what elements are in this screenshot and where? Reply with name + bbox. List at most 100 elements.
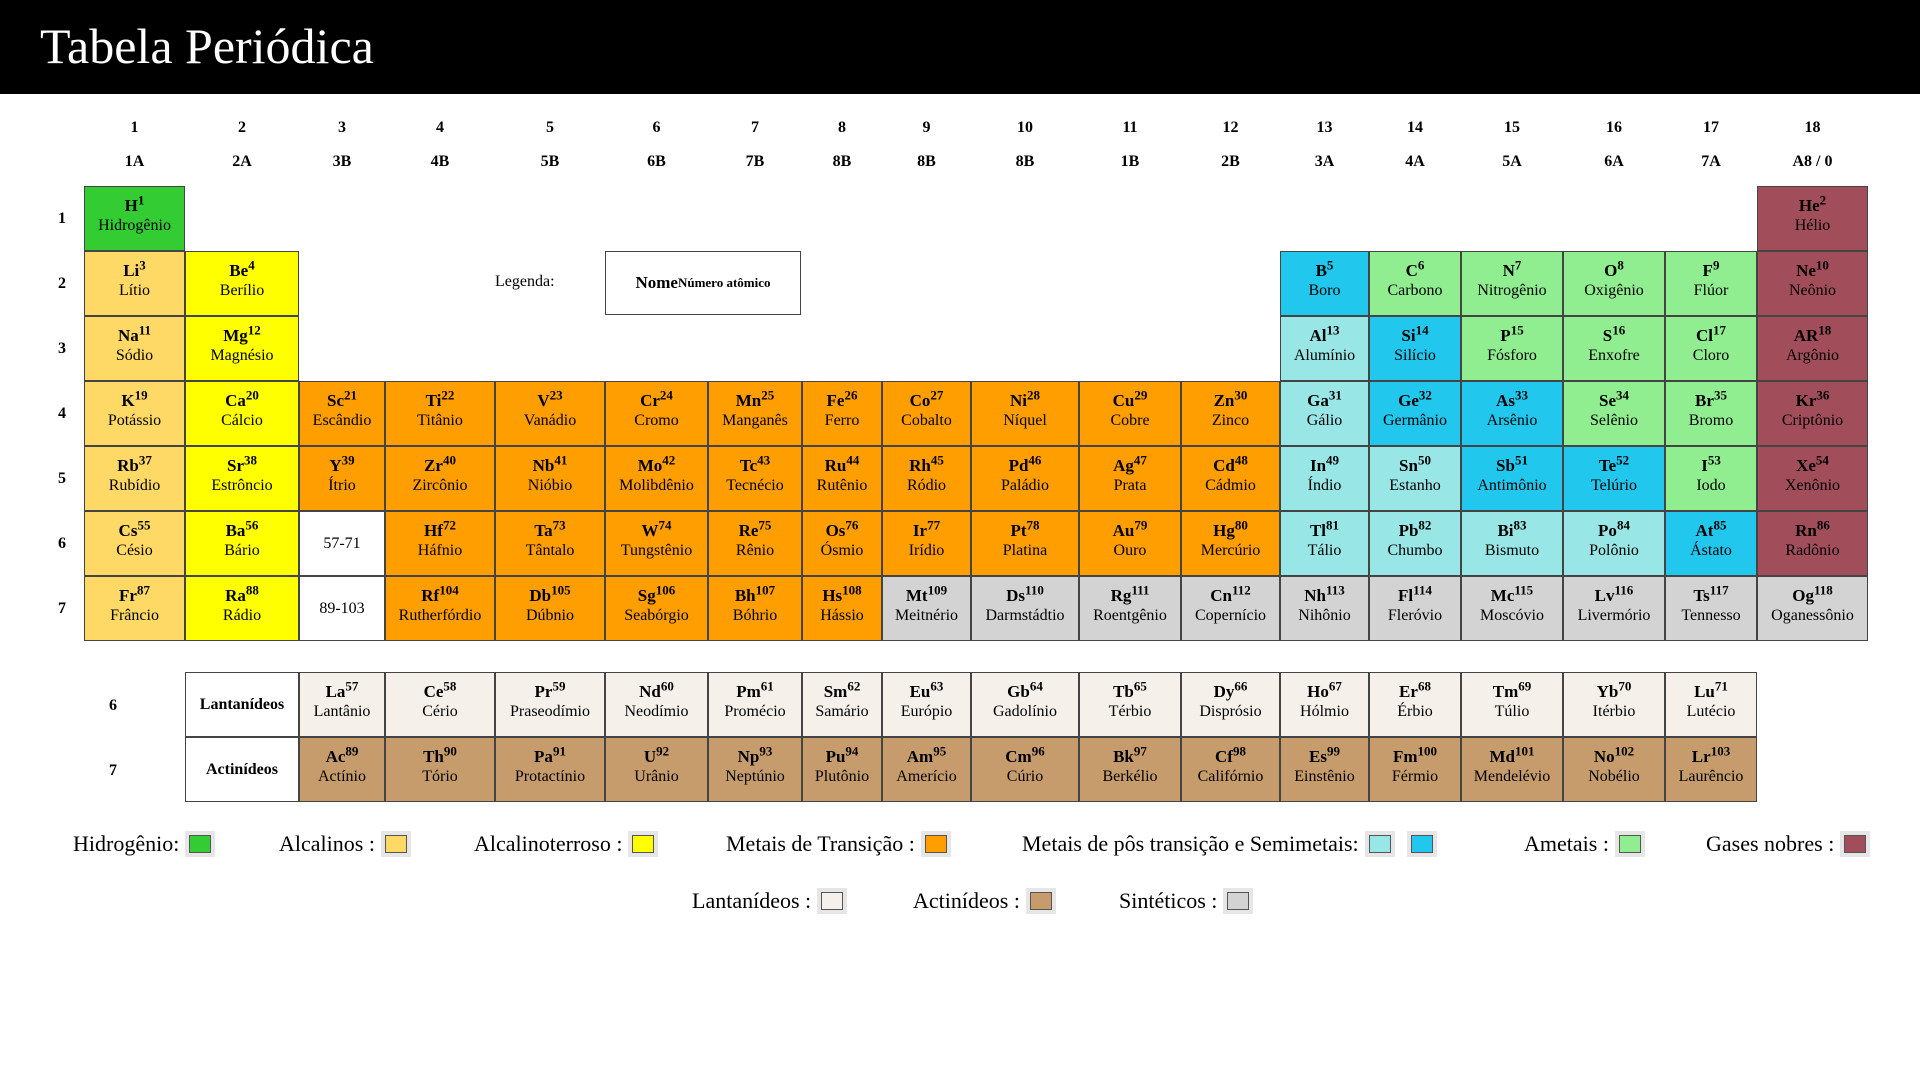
element-ga[interactable]: Ga31 Gálio xyxy=(1280,381,1369,446)
element-as[interactable]: As33 Arsênio xyxy=(1461,381,1563,446)
element-o[interactable]: O8 Oxigênio xyxy=(1563,251,1665,316)
element-na[interactable]: Na11 Sódio xyxy=(84,316,185,381)
element-ag[interactable]: Ag47 Prata xyxy=(1079,446,1181,511)
element-ca[interactable]: Ca20 Cálcio xyxy=(185,381,299,446)
element-rn[interactable]: Rn86 Radônio xyxy=(1757,511,1868,576)
element-ac[interactable]: Ac89 Actínio xyxy=(299,737,385,802)
element-es[interactable]: Es99 Einstênio xyxy=(1280,737,1369,802)
element-h[interactable]: H1 Hidrogênio xyxy=(84,186,185,251)
element-hf[interactable]: Hf72 Háfnio xyxy=(385,511,495,576)
element-re[interactable]: Re75 Rênio xyxy=(708,511,802,576)
element-au[interactable]: Au79 Ouro xyxy=(1079,511,1181,576)
element-c[interactable]: C6 Carbono xyxy=(1369,251,1461,316)
element-ts[interactable]: Ts117 Tennesso xyxy=(1665,576,1757,641)
element-kr[interactable]: Kr36 Criptônio xyxy=(1757,381,1868,446)
element-mt[interactable]: Mt109 Meitnério xyxy=(882,576,971,641)
element-lu[interactable]: Lu71 Lutécio xyxy=(1665,672,1757,737)
element-p[interactable]: P15 Fósforo xyxy=(1461,316,1563,381)
element-si[interactable]: Si14 Silício xyxy=(1369,316,1461,381)
element-cu[interactable]: Cu29 Cobre xyxy=(1079,381,1181,446)
element-np[interactable]: Np93 Neptúnio xyxy=(708,737,802,802)
element-br[interactable]: Br35 Bromo xyxy=(1665,381,1757,446)
element-md[interactable]: Md101 Mendelévio xyxy=(1461,737,1563,802)
element-bk[interactable]: Bk97 Berkélio xyxy=(1079,737,1181,802)
element-tm[interactable]: Tm69 Túlio xyxy=(1461,672,1563,737)
lanthanides-range-cell[interactable]: 57-71 xyxy=(299,511,385,576)
element-ti[interactable]: Ti22 Titânio xyxy=(385,381,495,446)
element-gb[interactable]: Gb64 Gadolínio xyxy=(971,672,1079,737)
element-rg[interactable]: Rg111 Roentgênio xyxy=(1079,576,1181,641)
element-og[interactable]: Og118 Oganessônio xyxy=(1757,576,1868,641)
element-al[interactable]: Al13 Alumínio xyxy=(1280,316,1369,381)
element-ds[interactable]: Ds110 Darmstádtio xyxy=(971,576,1079,641)
element-ru[interactable]: Ru44 Rutênio xyxy=(802,446,882,511)
element-dy[interactable]: Dy66 Disprósio xyxy=(1181,672,1280,737)
element-ta[interactable]: Ta73 Tântalo xyxy=(495,511,605,576)
element-f[interactable]: F9 Flúor xyxy=(1665,251,1757,316)
element-ce[interactable]: Ce58 Cério xyxy=(385,672,495,737)
element-fm[interactable]: Fm100 Férmio xyxy=(1369,737,1461,802)
element-he[interactable]: He2 Hélio xyxy=(1757,186,1868,251)
element-w[interactable]: W74 Tungstênio xyxy=(605,511,708,576)
element-pu[interactable]: Pu94 Plutônio xyxy=(802,737,882,802)
element-cn[interactable]: Cn112 Copernício xyxy=(1181,576,1280,641)
element-tl[interactable]: Tl81 Tálio xyxy=(1280,511,1369,576)
element-mc[interactable]: Mc115 Moscóvio xyxy=(1461,576,1563,641)
element-co[interactable]: Co27 Cobalto xyxy=(882,381,971,446)
element-po[interactable]: Po84 Polônio xyxy=(1563,511,1665,576)
element-ne[interactable]: Ne10 Neônio xyxy=(1757,251,1868,316)
element-cl[interactable]: Cl17 Cloro xyxy=(1665,316,1757,381)
element-fe[interactable]: Fe26 Ferro xyxy=(802,381,882,446)
element-sm[interactable]: Sm62 Samário xyxy=(802,672,882,737)
element-te[interactable]: Te52 Telúrio xyxy=(1563,446,1665,511)
element-cr[interactable]: Cr24 Cromo xyxy=(605,381,708,446)
element-no[interactable]: No102 Nobélio xyxy=(1563,737,1665,802)
element-pt[interactable]: Pt78 Platina xyxy=(971,511,1079,576)
element-ba[interactable]: Ba56 Bário xyxy=(185,511,299,576)
element-se[interactable]: Se34 Selênio xyxy=(1563,381,1665,446)
element-db[interactable]: Db105 Dúbnio xyxy=(495,576,605,641)
element-os[interactable]: Os76 Ósmio xyxy=(802,511,882,576)
element-ni[interactable]: Ni28 Níquel xyxy=(971,381,1079,446)
element-k[interactable]: K19 Potássio xyxy=(84,381,185,446)
element-hg[interactable]: Hg80 Mercúrio xyxy=(1181,511,1280,576)
element-cs[interactable]: Cs55 Césio xyxy=(84,511,185,576)
element-ra[interactable]: Ra88 Rádio xyxy=(185,576,299,641)
element-be[interactable]: Be4 Berílio xyxy=(185,251,299,316)
element-li[interactable]: Li3 Lítio xyxy=(84,251,185,316)
element-s[interactable]: S16 Enxofre xyxy=(1563,316,1665,381)
element-nh[interactable]: Nh113 Nihônio xyxy=(1280,576,1369,641)
actinides-range-cell[interactable]: 89-103 xyxy=(299,576,385,641)
element-lv[interactable]: Lv116 Livermório xyxy=(1563,576,1665,641)
element-xe[interactable]: Xe54 Xenônio xyxy=(1757,446,1868,511)
element-pr[interactable]: Pr59 Praseodímio xyxy=(495,672,605,737)
element-rf[interactable]: Rf104 Rutherfórdio xyxy=(385,576,495,641)
element-yb[interactable]: Yb70 Itérbio xyxy=(1563,672,1665,737)
element-cf[interactable]: Cf98 Califórnio xyxy=(1181,737,1280,802)
element-nb[interactable]: Nb41 Nióbio xyxy=(495,446,605,511)
element-ge[interactable]: Ge32 Germânio xyxy=(1369,381,1461,446)
element-tb[interactable]: Tb65 Térbio xyxy=(1079,672,1181,737)
element-am[interactable]: Am95 Amerício xyxy=(882,737,971,802)
element-ar[interactable]: AR18 Argônio xyxy=(1757,316,1868,381)
element-in[interactable]: In49 Índio xyxy=(1280,446,1369,511)
element-pm[interactable]: Pm61 Promécio xyxy=(708,672,802,737)
element-sb[interactable]: Sb51 Antimônio xyxy=(1461,446,1563,511)
element-eu[interactable]: Eu63 Európio xyxy=(882,672,971,737)
element-tc[interactable]: Tc43 Tecnécio xyxy=(708,446,802,511)
element-mn[interactable]: Mn25 Manganês xyxy=(708,381,802,446)
element-cm[interactable]: Cm96 Cúrio xyxy=(971,737,1079,802)
element-sn[interactable]: Sn50 Estanho xyxy=(1369,446,1461,511)
element-pd[interactable]: Pd46 Paládio xyxy=(971,446,1079,511)
element-la[interactable]: La57 Lantânio xyxy=(299,672,385,737)
element-fl[interactable]: Fl114 Fleróvio xyxy=(1369,576,1461,641)
element-n[interactable]: N7 Nitrogênio xyxy=(1461,251,1563,316)
element-mo[interactable]: Mo42 Molibdênio xyxy=(605,446,708,511)
element-bi[interactable]: Bi83 Bismuto xyxy=(1461,511,1563,576)
element-rh[interactable]: Rh45 Ródio xyxy=(882,446,971,511)
element-u[interactable]: U92 Urânio xyxy=(605,737,708,802)
element-i[interactable]: I53 Iodo xyxy=(1665,446,1757,511)
element-zn[interactable]: Zn30 Zinco xyxy=(1181,381,1280,446)
element-fr[interactable]: Fr87 Frâncio xyxy=(84,576,185,641)
element-pb[interactable]: Pb82 Chumbo xyxy=(1369,511,1461,576)
